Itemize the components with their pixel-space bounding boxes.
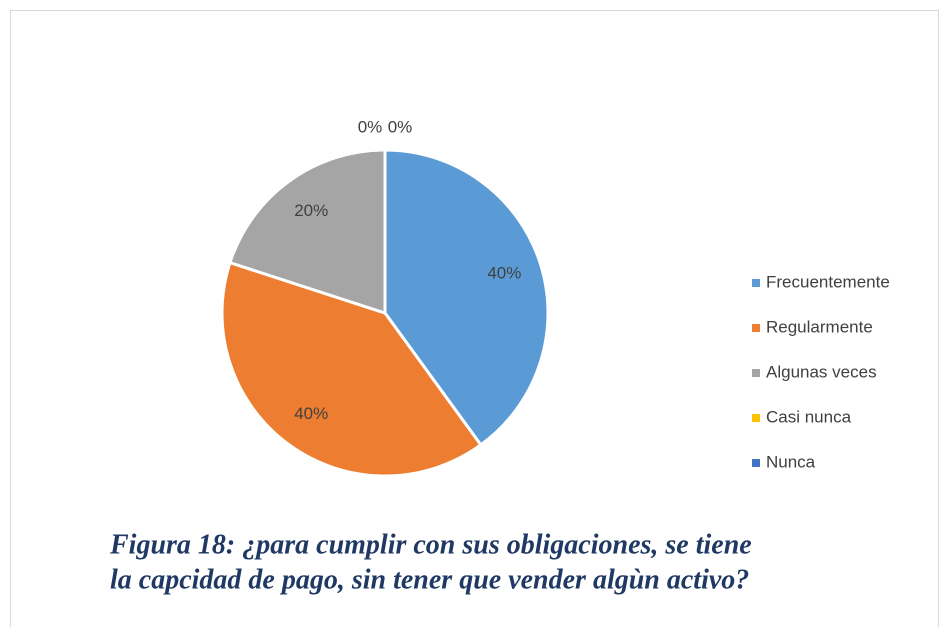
data-label: 40%: [294, 404, 328, 423]
caption-line: la capcidad de pago, sin tener que vende…: [110, 564, 749, 595]
legend-label: Frecuentemente: [766, 272, 890, 291]
legend-swatch: [752, 414, 760, 422]
data-label: 0%: [358, 117, 383, 136]
data-label: 40%: [487, 264, 521, 283]
pie-slice: [220, 261, 483, 478]
legend-swatch: [752, 369, 760, 377]
data-label: 20%: [294, 201, 328, 220]
legend-label: Algunas veces: [766, 362, 877, 381]
legend-label: Regularmente: [766, 317, 873, 336]
legend-swatch: [752, 459, 760, 467]
legend-swatch: [752, 279, 760, 287]
legend-label: Casi nunca: [766, 407, 852, 426]
caption-line: Figura 18: ¿para cumplir con sus obligac…: [109, 529, 752, 560]
legend-label: Nunca: [766, 452, 816, 471]
data-label: 0%: [388, 117, 413, 136]
pie-slice: [228, 148, 387, 315]
legend-swatch: [752, 324, 760, 332]
pie-slice: [383, 148, 550, 447]
